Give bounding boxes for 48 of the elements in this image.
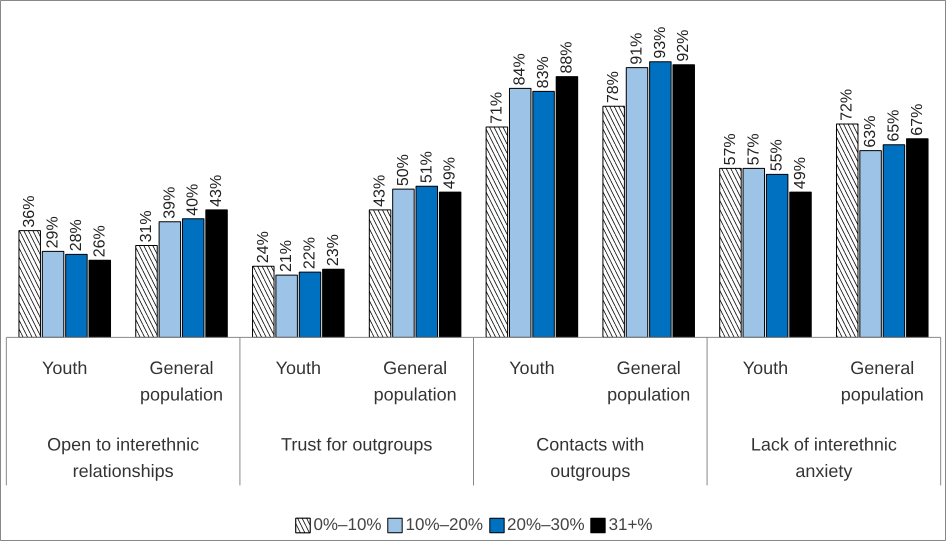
data-label: 92% [675,30,692,62]
legend-label: 31+% [608,515,653,535]
x-tick-label: General population [607,358,690,405]
data-label: 24% [254,231,272,264]
data-label: 83% [535,56,552,88]
data-label: 65% [885,110,902,142]
data-label: 43% [208,174,226,207]
data-label: 55% [768,139,786,172]
data-label: 29% [44,216,62,248]
data-label: 21% [278,240,296,272]
x-tick-label: General population [140,358,224,405]
text: Lack of interethnic anxiety [750,434,897,482]
legend-label: 20%–30% [507,515,585,535]
x-tick-label: Youth [276,358,322,378]
data-label: 49% [442,157,459,190]
data-label: 50% [394,154,412,186]
data-label: 31% [138,210,155,242]
data-label: 23% [324,234,342,266]
data-label: 36% [21,196,38,228]
data-label: 57% [745,133,762,166]
x-tick-label: General population [840,358,924,405]
data-label: 72% [838,88,856,121]
data-label: 67% [908,104,926,136]
text: Trust for outgroups [281,434,432,455]
x-tick-label: Youth [42,358,88,378]
x-tick-label: General population [374,358,457,405]
data-label: 91% [628,32,646,65]
data-label: 43% [372,174,389,207]
x-tick-label: Youth [509,358,555,378]
data-label: 39% [161,186,178,219]
data-label: 78% [605,71,622,104]
data-label: 49% [792,157,810,190]
data-label: 84% [512,53,529,86]
legend-label: 0%–10% [313,515,382,535]
text: Contacts with outgroups [536,434,644,482]
text: Open to interethnic relationships [47,434,200,482]
data-label: 57% [722,133,739,166]
x-tick-label: Youth [742,358,788,378]
data-label: 71% [488,92,506,124]
data-label: 40% [184,184,202,216]
data-label: 28% [68,219,85,252]
data-label: 88% [558,41,576,74]
data-label: 22% [301,237,318,270]
data-label: 93% [652,26,669,59]
data-label: 26% [91,225,108,258]
data-label: 63% [862,116,880,148]
legend-label: 10%–20% [406,515,484,535]
data-label: 51% [418,151,436,184]
